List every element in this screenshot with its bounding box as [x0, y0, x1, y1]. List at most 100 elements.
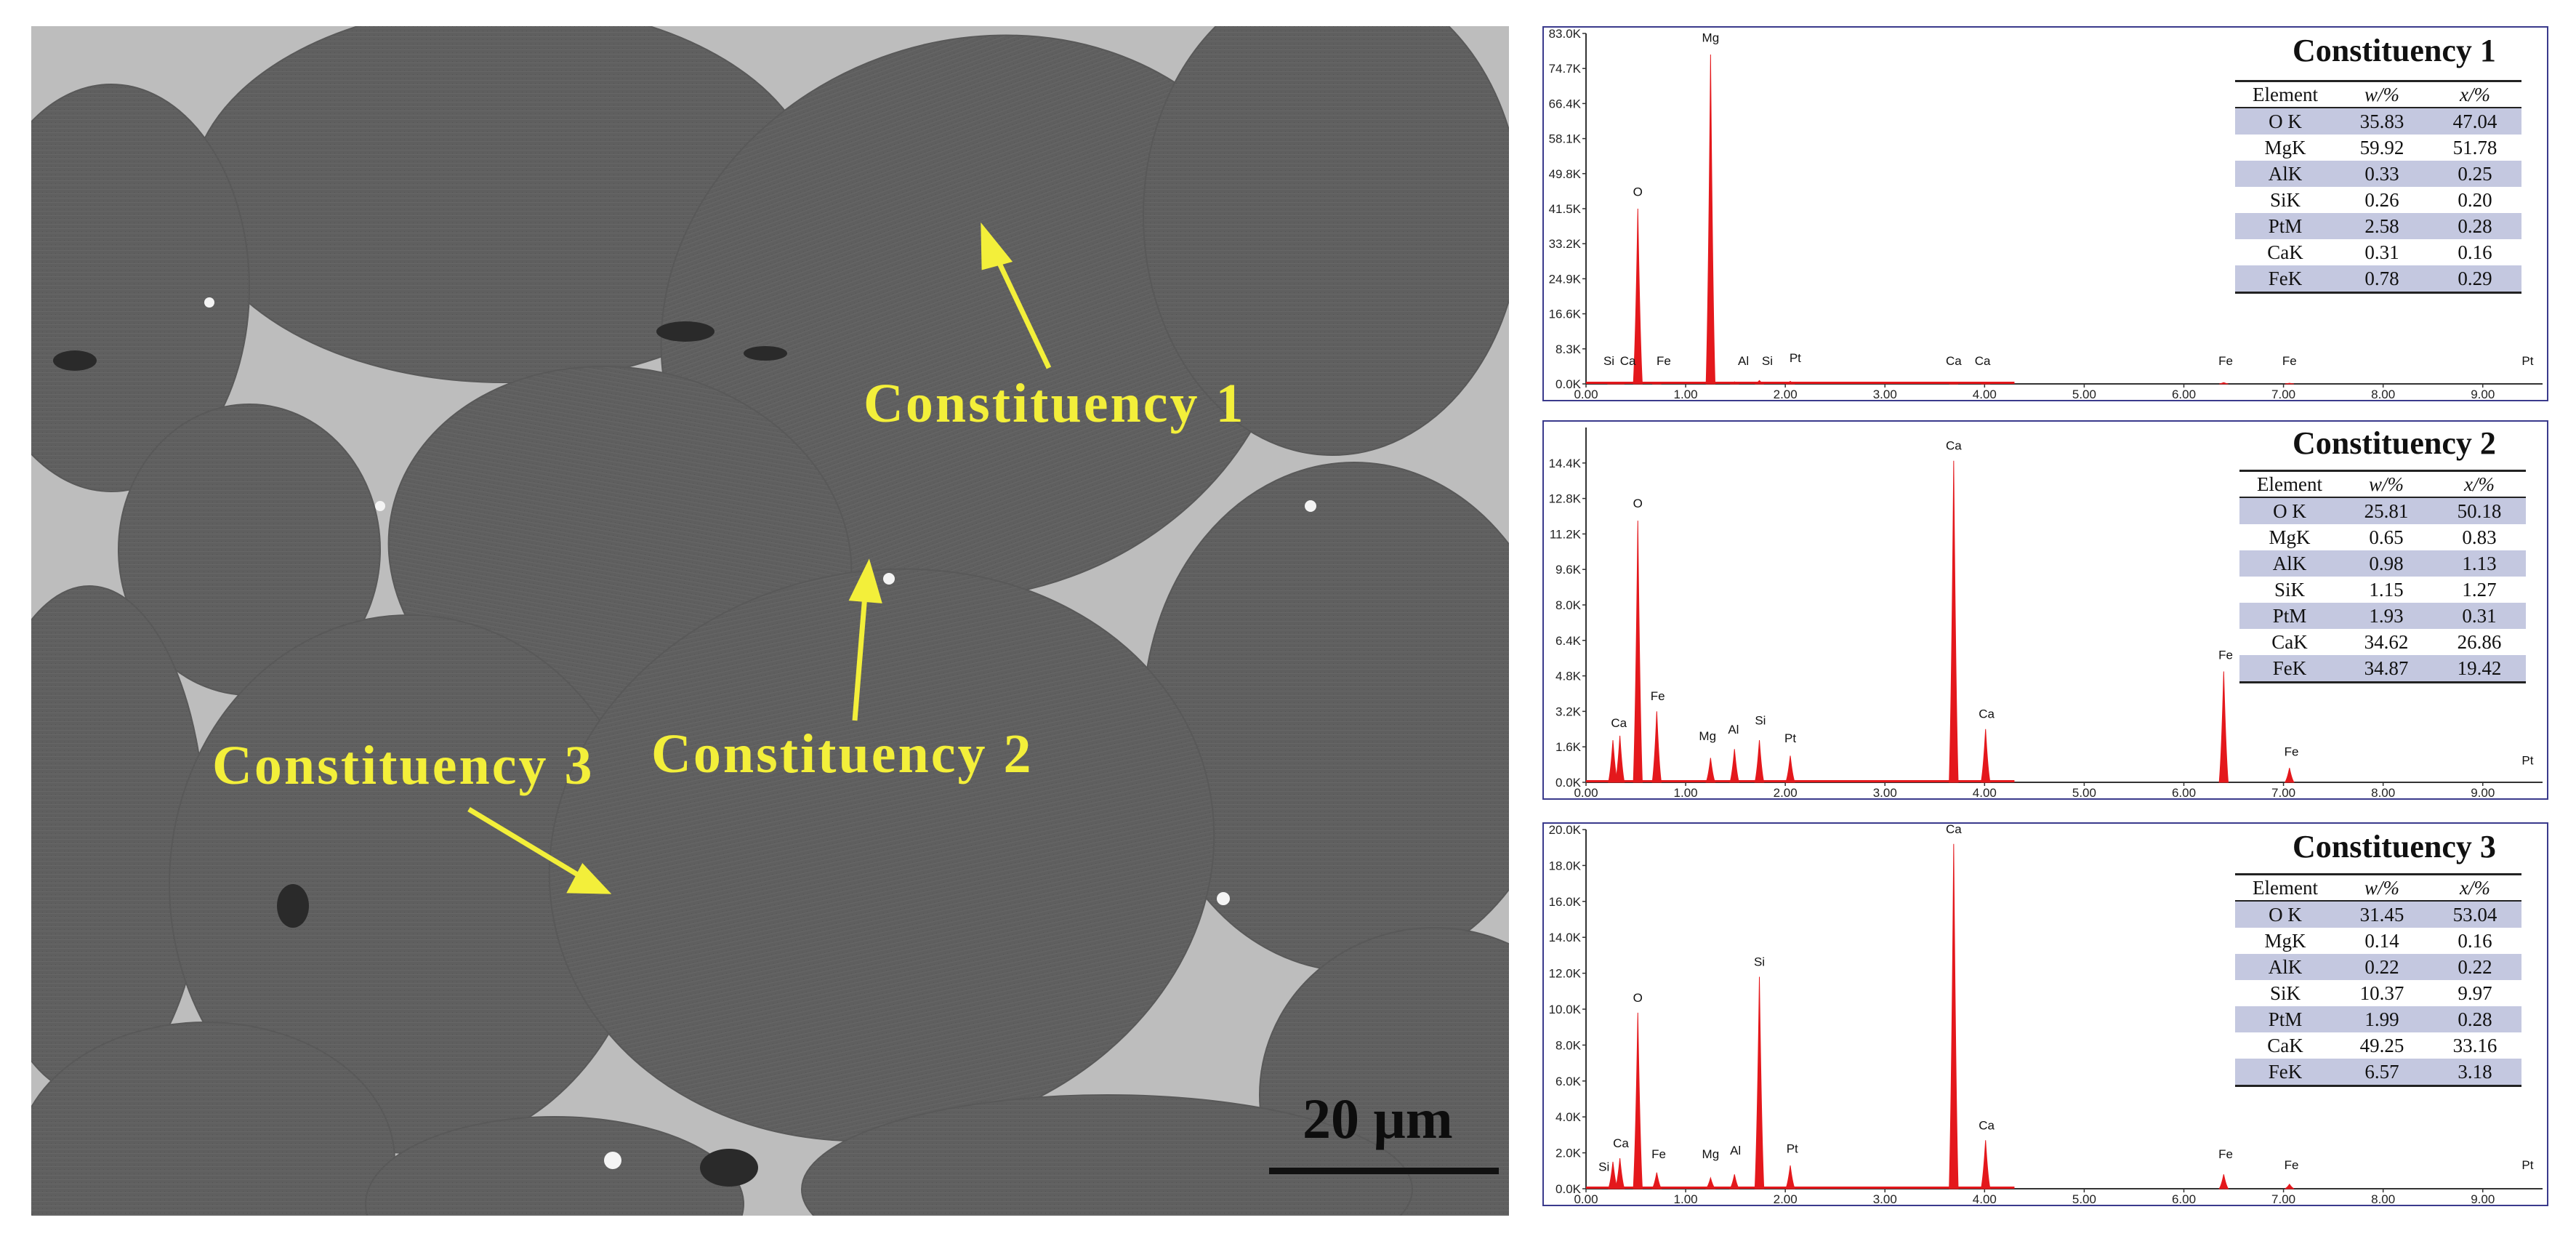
y-tick-label: 12.8K	[1549, 492, 1582, 506]
header-weight: w/%	[2335, 80, 2428, 108]
spectrum-peak	[1729, 749, 1740, 783]
x-tick-label: 2.00	[1774, 786, 1798, 798]
composition-table: Element w/% x/% O K 31.45 53.04 MgK 0.14 0.1…	[2235, 873, 2521, 1087]
spectrum-chart-1: 0.0K 8.3K 16.6K 24.9K 33.2K 41.5K 49.8K 58.1K 66…	[1549, 28, 2543, 400]
table-header: Element w/% x/%	[2235, 873, 2521, 902]
spectrum-peak	[2218, 1174, 2229, 1189]
y-tick-label: 20.0K	[1549, 824, 1582, 837]
x-tick-label: 9.00	[2471, 1192, 2495, 1205]
x-tick-label: 7.00	[2271, 1192, 2295, 1205]
peak-label: Pt	[2521, 354, 2533, 368]
eds-panel-3: 0.0K 2.0K 4.0K 6.0K 8.0K 10.0K 12.0K 14.0K 16.0K…	[1542, 822, 2548, 1206]
peak-label: Fe	[2285, 1158, 2299, 1172]
table-row: O K 35.83 47.04	[2235, 108, 2521, 135]
peak-label: Fe	[1651, 689, 1665, 703]
peak-label: Ca	[1611, 716, 1627, 730]
table-row: FeK 34.87 19.42	[2239, 655, 2526, 683]
peak-label: Mg	[1699, 729, 1716, 743]
y-tick-label: 14.4K	[1549, 457, 1582, 470]
x-tick-label: 1.00	[1674, 1192, 1698, 1205]
peak-label: Ca	[1975, 354, 1991, 368]
x-tick-label: 9.00	[2471, 786, 2495, 798]
x-tick-label: 4.00	[1973, 388, 1997, 400]
x-tick-label: 4.00	[1973, 786, 1997, 798]
table-row: PtM 2.58 0.28	[2235, 213, 2521, 239]
table-row: MgK 59.92 51.78	[2264, 136, 2497, 158]
header-weight: w/%	[2340, 470, 2433, 498]
x-tick-label: 2.00	[1774, 388, 1798, 400]
y-tick-label: 33.2K	[1549, 237, 1582, 251]
spectrum-peak	[1754, 976, 1765, 1189]
x-tick-label: 1.00	[1674, 388, 1698, 400]
peak-label: Ca	[1620, 354, 1636, 368]
y-tick-label: 0.0K	[1555, 377, 1582, 391]
y-tick-label: 58.1K	[1549, 132, 1582, 146]
y-tick-label: 41.5K	[1549, 202, 1582, 216]
table-row: O K 25.81 50.18	[2239, 497, 2526, 524]
spectrum-peak	[1980, 1140, 1991, 1189]
spectrum-peak	[2218, 671, 2229, 783]
spectrum-peak	[1949, 843, 1959, 1189]
peak-label: Si	[1762, 354, 1773, 368]
y-tick-label: 3.2K	[1555, 705, 1582, 718]
y-tick-label: 4.8K	[1555, 670, 1582, 683]
peak-label: Pt	[1787, 1142, 1798, 1156]
table-row: AlK 0.22 0.22	[2235, 954, 2521, 980]
spectrum-peak	[1705, 55, 1716, 385]
scale-bar-label: 20 μm	[1303, 1087, 1453, 1150]
header-element: Element	[2235, 80, 2335, 108]
x-tick-label: 6.00	[2172, 388, 2196, 400]
y-tick-label: 0.0K	[1555, 1182, 1582, 1196]
x-tick-label: 0.00	[1574, 1192, 1598, 1205]
spectrum-chart-3: 0.0K 2.0K 4.0K 6.0K 8.0K 10.0K 12.0K 14.0K 16.0K…	[1549, 824, 2543, 1205]
peak-label: Fe	[2282, 354, 2297, 368]
y-tick-label: 6.4K	[1555, 634, 1582, 648]
peak-label: Fe	[2218, 1147, 2233, 1161]
composition-table: Element w/% x/% O K 35.83 47.04 MgK 59.92 51…	[2235, 80, 2521, 294]
peak-label: Ca	[1946, 354, 1962, 368]
spectrum-peak	[1785, 755, 1795, 783]
arrow-2-head	[848, 558, 882, 603]
y-tick-label: 16.0K	[1549, 895, 1582, 909]
spectrum-baseline	[1586, 382, 2015, 384]
arrow-2-shaft	[852, 585, 869, 721]
peak-label: Ca	[1613, 1136, 1629, 1150]
arrows	[467, 222, 1052, 894]
peak-label: Al	[1738, 354, 1749, 368]
peak-label: Ca	[1979, 1118, 1995, 1132]
peak-label: Fe	[2218, 354, 2233, 368]
peak-label: Pt	[1790, 351, 1801, 365]
peak-label: Ca	[1946, 439, 1962, 453]
table-row: SiK 0.26 0.20	[2269, 188, 2492, 211]
header-element: Element	[2239, 470, 2340, 498]
header-atomic: x/%	[2433, 470, 2526, 498]
table-row: SiK 10.37 9.97	[2269, 982, 2492, 1004]
x-tick-label: 5.00	[2072, 1192, 2096, 1205]
y-tick-label: 74.7K	[1549, 62, 1582, 76]
spectrum-peak	[1754, 740, 1765, 783]
panel-title: Constituency 1	[2293, 33, 2496, 68]
x-tick-label: 9.00	[2471, 388, 2495, 400]
table-row: O K 31.45 53.04	[2235, 901, 2521, 928]
arrow-3-head	[566, 863, 612, 894]
table-row: MgK 0.65 0.83	[2269, 526, 2497, 548]
header-atomic: x/%	[2428, 80, 2521, 108]
peak-label: Mg	[1702, 31, 1720, 45]
peak-label: Fe	[1657, 354, 1671, 368]
y-tick-label: 4.0K	[1555, 1110, 1582, 1124]
spectrum-peak	[2284, 768, 2295, 783]
peak-label: Si	[1754, 955, 1765, 969]
x-tick-label: 8.00	[2371, 786, 2395, 798]
y-tick-label: 49.8K	[1549, 167, 1582, 181]
table-header: Element w/% x/%	[2239, 470, 2526, 498]
sem-micrograph	[31, 26, 1509, 1216]
peak-label: Pt	[1784, 731, 1796, 745]
spectrum-peak	[1785, 1165, 1795, 1189]
y-tick-label: 9.6K	[1555, 563, 1582, 577]
dark-pits	[53, 321, 787, 1187]
spectrum-peak	[1705, 758, 1716, 783]
y-tick-label: 8.0K	[1555, 1038, 1582, 1052]
spectrum-peak	[1633, 1012, 1643, 1189]
y-tick-label: 2.0K	[1555, 1147, 1582, 1160]
